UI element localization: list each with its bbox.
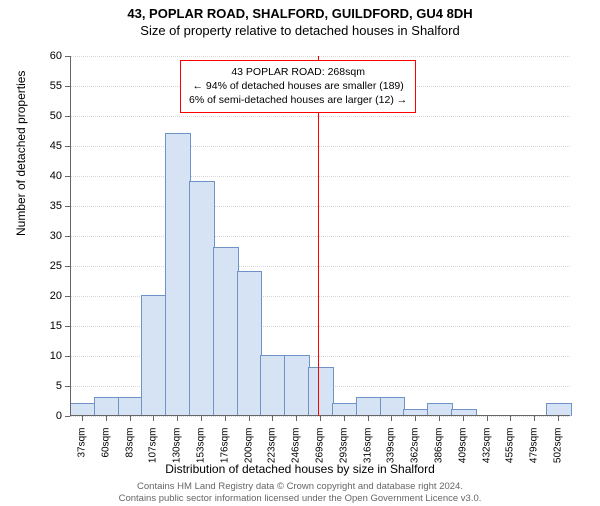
- x-axis-line: [70, 415, 570, 416]
- histogram-bar: [118, 397, 144, 416]
- x-tick-mark: [153, 416, 154, 421]
- callout-line-2: ← 94% of detached houses are smaller (18…: [189, 79, 407, 93]
- x-tick-mark: [272, 416, 273, 421]
- x-tick-label: 223sqm: [267, 428, 278, 464]
- histogram-bar: [356, 397, 382, 416]
- histogram-chart: 05101520253035404550556037sqm60sqm83sqm1…: [70, 56, 570, 416]
- x-tick-label: 455sqm: [505, 428, 516, 464]
- y-tick-mark: [65, 416, 70, 417]
- x-tick-mark: [391, 416, 392, 421]
- footer-line-2: Contains public sector information licen…: [0, 493, 600, 504]
- x-tick-label: 432sqm: [481, 428, 492, 464]
- histogram-bar: [141, 295, 167, 416]
- x-tick-label: 409sqm: [457, 428, 468, 464]
- footer-line-1: Contains HM Land Registry data © Crown c…: [0, 481, 600, 492]
- x-axis-title: Distribution of detached houses by size …: [0, 462, 600, 476]
- x-tick-mark: [534, 416, 535, 421]
- grid-line: [70, 146, 570, 147]
- x-tick-mark: [344, 416, 345, 421]
- x-tick-label: 83sqm: [124, 428, 135, 458]
- histogram-bar: [165, 133, 191, 416]
- x-tick-mark: [368, 416, 369, 421]
- x-tick-mark: [225, 416, 226, 421]
- histogram-bar: [380, 397, 406, 416]
- histogram-bar: [308, 367, 334, 416]
- histogram-bar: [260, 355, 286, 416]
- x-tick-label: 107sqm: [148, 428, 159, 464]
- y-axis-title: Number of detached properties: [14, 71, 28, 236]
- grid-line: [70, 56, 570, 57]
- grid-line: [70, 236, 570, 237]
- histogram-bar: [213, 247, 239, 416]
- histogram-bar: [94, 397, 120, 416]
- x-tick-label: 339sqm: [386, 428, 397, 464]
- x-tick-label: 479sqm: [529, 428, 540, 464]
- x-tick-label: 362sqm: [410, 428, 421, 464]
- x-tick-label: 386sqm: [434, 428, 445, 464]
- x-tick-mark: [296, 416, 297, 421]
- callout-box: 43 POPLAR ROAD: 268sqm← 94% of detached …: [180, 60, 416, 113]
- grid-line: [70, 206, 570, 207]
- histogram-bar: [284, 355, 310, 416]
- x-tick-mark: [510, 416, 511, 421]
- x-tick-mark: [487, 416, 488, 421]
- x-tick-label: 246sqm: [291, 428, 302, 464]
- page-title-sub: Size of property relative to detached ho…: [0, 23, 600, 38]
- callout-line-1: 43 POPLAR ROAD: 268sqm: [189, 65, 407, 79]
- x-tick-mark: [177, 416, 178, 421]
- x-tick-label: 269sqm: [315, 428, 326, 464]
- grid-line: [70, 116, 570, 117]
- x-tick-label: 130sqm: [172, 428, 183, 464]
- histogram-bar: [237, 271, 263, 416]
- x-tick-mark: [201, 416, 202, 421]
- histogram-bar: [189, 181, 215, 416]
- y-axis-line: [70, 56, 71, 416]
- x-tick-mark: [130, 416, 131, 421]
- x-tick-mark: [558, 416, 559, 421]
- footer-attribution: Contains HM Land Registry data © Crown c…: [0, 481, 600, 504]
- x-tick-label: 316sqm: [362, 428, 373, 464]
- x-tick-label: 37sqm: [76, 428, 87, 458]
- x-tick-mark: [439, 416, 440, 421]
- page-title-main: 43, POPLAR ROAD, SHALFORD, GUILDFORD, GU…: [0, 6, 600, 21]
- x-tick-label: 200sqm: [243, 428, 254, 464]
- x-tick-mark: [82, 416, 83, 421]
- x-tick-label: 153sqm: [195, 428, 206, 464]
- x-tick-label: 60sqm: [100, 428, 111, 458]
- x-tick-label: 176sqm: [219, 428, 230, 464]
- grid-line: [70, 176, 570, 177]
- callout-line-3: 6% of semi-detached houses are larger (1…: [189, 93, 407, 107]
- x-tick-mark: [249, 416, 250, 421]
- x-tick-mark: [320, 416, 321, 421]
- x-tick-mark: [415, 416, 416, 421]
- grid-line: [70, 266, 570, 267]
- x-tick-mark: [106, 416, 107, 421]
- x-tick-label: 502sqm: [553, 428, 564, 464]
- x-tick-label: 293sqm: [338, 428, 349, 464]
- x-tick-mark: [463, 416, 464, 421]
